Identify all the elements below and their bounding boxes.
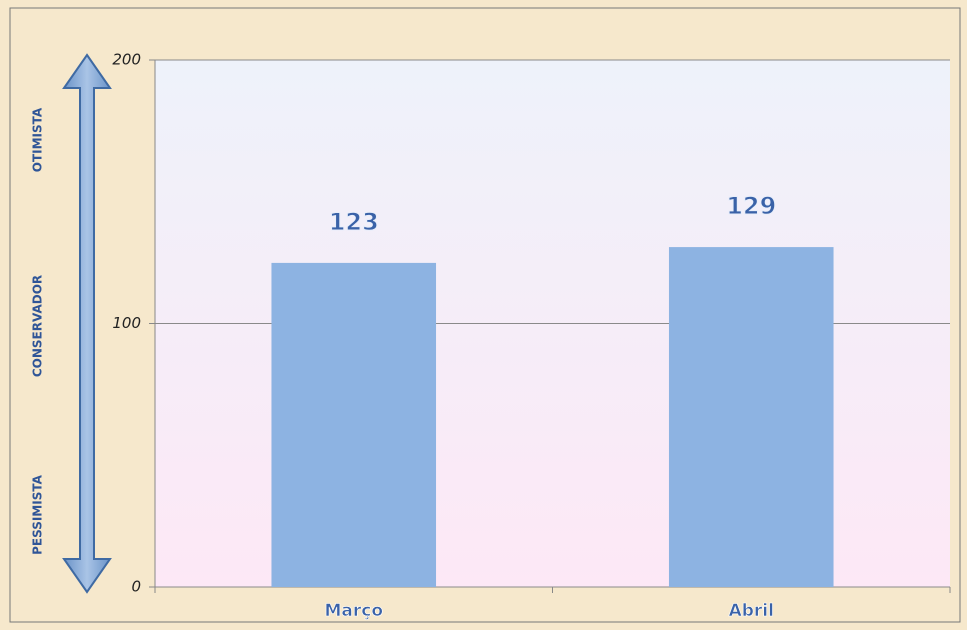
scale-label: OTIMISTA <box>31 107 45 172</box>
scale-label: CONSERVADOR <box>31 275 45 377</box>
frame <box>9 7 961 623</box>
bar <box>668 247 834 587</box>
y-tick-label: 0 <box>131 578 141 596</box>
x-tick-label: Abril <box>729 601 774 621</box>
scale-label: PESSIMISTA <box>31 474 45 555</box>
bar <box>271 262 437 587</box>
double-arrow <box>62 53 112 594</box>
x-tick-label: Março <box>324 601 383 621</box>
value-label: 123 <box>329 208 379 236</box>
y-tick-label: 100 <box>112 314 141 332</box>
y-tick-label: 200 <box>112 51 141 69</box>
value-label: 129 <box>726 192 776 220</box>
